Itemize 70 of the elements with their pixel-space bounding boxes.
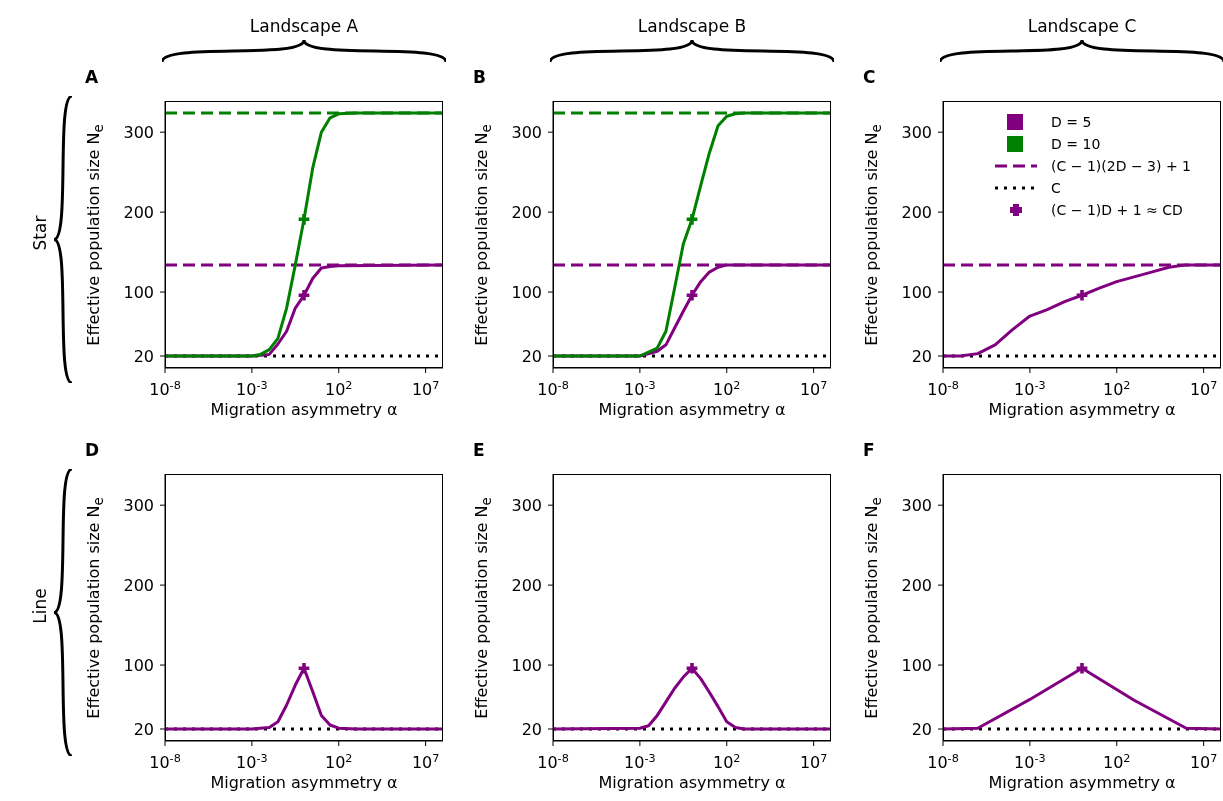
legend-label: (C − 1)(2D − 3) + 1 [1051, 158, 1191, 174]
x-tick-label: 10$^{7}$ [411, 751, 440, 772]
x-tick-label: 10$^{7}$ [1189, 378, 1218, 399]
y-tick-label: 100 [123, 283, 154, 303]
x-tick-label: 10$^{2}$ [1103, 751, 1131, 772]
y-tick-label: 300 [901, 496, 932, 516]
x-tick-label: 10$^{7}$ [411, 378, 440, 399]
chart-title: E [473, 440, 485, 460]
x-tick-label: 10$^{-8}$ [537, 751, 569, 772]
x-axis-title: Migration asymmetry α [209, 773, 399, 792]
x-axis-title: Migration asymmetry α [209, 400, 399, 419]
chart-title: D [85, 440, 100, 460]
y-tick-label: 300 [901, 123, 932, 143]
y-tick-label: 100 [511, 656, 542, 676]
y-tick-label: 100 [511, 283, 542, 303]
x-tick-label: 10$^{-8}$ [537, 378, 569, 399]
y-tick-label: 100 [901, 656, 932, 676]
y-tick-label: 100 [123, 656, 154, 676]
legend-label: D = 10 [1051, 136, 1101, 152]
text: Landscape B [636, 16, 748, 36]
y-tick-label: 20 [911, 720, 932, 740]
x-tick-label: 10$^{2}$ [1103, 378, 1131, 399]
y-tick-label: 20 [133, 720, 154, 740]
y-tick-label: 200 [901, 203, 932, 223]
y-tick-label: 200 [123, 203, 154, 223]
y-tick-label: 20 [521, 347, 542, 367]
y-tick-label: 200 [511, 203, 542, 223]
x-tick-label: 10$^{2}$ [713, 751, 741, 772]
y-tick-label: 20 [133, 347, 154, 367]
x-tick-label: 10$^{7}$ [1189, 751, 1218, 772]
x-tick-label: 10$^{-3}$ [1014, 751, 1046, 772]
chart-title: A [85, 67, 99, 87]
y-tick-label: 300 [123, 496, 154, 516]
text: Landscape C [1026, 16, 1138, 36]
x-tick-label: 10$^{-8}$ [927, 751, 959, 772]
y-tick-label: 300 [511, 123, 542, 143]
text: Line [30, 586, 50, 626]
x-axis-title: Migration asymmetry α [987, 773, 1177, 792]
y-tick-label: 300 [123, 123, 154, 143]
x-tick-label: 10$^{7}$ [799, 378, 828, 399]
x-axis-title: Migration asymmetry α [987, 400, 1177, 419]
x-axis-title: Migration asymmetry α [597, 773, 787, 792]
x-tick-label: 10$^{-3}$ [236, 751, 268, 772]
text: Landscape A [248, 16, 360, 36]
x-tick-label: 10$^{-8}$ [149, 378, 181, 399]
legend-label: D = 5 [1051, 114, 1092, 130]
y-tick-label: 200 [123, 576, 154, 596]
legend-label: C [1051, 180, 1061, 196]
y-tick-label: 20 [911, 347, 932, 367]
y-tick-label: 20 [521, 720, 542, 740]
x-tick-label: 10$^{-3}$ [624, 378, 656, 399]
x-tick-label: 10$^{-3}$ [1014, 378, 1046, 399]
chart-title: F [863, 440, 875, 460]
x-tick-label: 10$^{-8}$ [149, 751, 181, 772]
y-tick-label: 200 [901, 576, 932, 596]
x-tick-label: 10$^{2}$ [325, 751, 353, 772]
x-tick-label: 10$^{7}$ [799, 751, 828, 772]
x-tick-label: 10$^{2}$ [713, 378, 741, 399]
x-axis-title: Migration asymmetry α [597, 400, 787, 419]
x-tick-label: 10$^{-3}$ [236, 378, 268, 399]
chart-title: C [863, 67, 876, 87]
chart-title: B [473, 67, 486, 87]
x-tick-label: 10$^{2}$ [325, 378, 353, 399]
x-tick-label: 10$^{-3}$ [624, 751, 656, 772]
text: Star [30, 214, 50, 252]
x-tick-label: 10$^{-8}$ [927, 378, 959, 399]
legend-label: (C − 1)D + 1 ≈ CD [1051, 202, 1183, 218]
y-tick-label: 100 [901, 283, 932, 303]
y-tick-label: 200 [511, 576, 542, 596]
y-tick-label: 300 [511, 496, 542, 516]
